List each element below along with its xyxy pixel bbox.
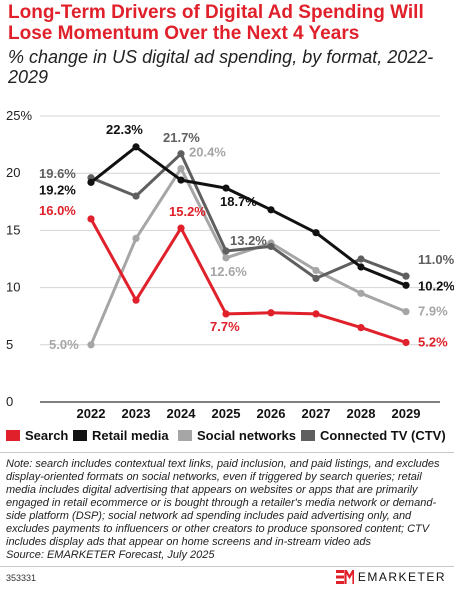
data-label-connected-tv: 19.6% xyxy=(39,166,76,181)
data-point-connected-tv xyxy=(177,150,185,158)
data-label-connected-tv: 21.7% xyxy=(163,130,200,145)
data-point-retail-media xyxy=(87,178,95,186)
data-point-search xyxy=(177,224,185,232)
data-point-connected-tv xyxy=(312,274,320,283)
data-label-connected-tv: 13.2% xyxy=(230,233,267,248)
series-line-social-networks xyxy=(89,167,407,346)
data-point-retail-media xyxy=(132,143,140,151)
data-label-retail-media: 19.2% xyxy=(39,182,76,197)
data-label-search: 7.7% xyxy=(210,319,240,334)
data-point-search xyxy=(132,296,140,304)
legend-swatch-connected-tv xyxy=(301,429,315,441)
legend-item-retail-media: Retail media xyxy=(73,426,169,444)
data-point-connected-tv xyxy=(402,272,410,280)
data-point-retail-media xyxy=(312,229,320,237)
data-point-connected-tv xyxy=(357,255,365,263)
data-point-connected-tv xyxy=(267,242,275,251)
chart-note: Note: search includes contextual text li… xyxy=(6,458,448,562)
data-label-search: 15.2% xyxy=(169,204,206,219)
data-point-retail-media xyxy=(267,206,275,214)
data-label-retail-media: 22.3% xyxy=(106,122,143,137)
chart-legend: Search Retail media Social networks Conn… xyxy=(6,426,452,444)
emarketer-logo-icon xyxy=(335,570,354,584)
y-tick-label: 15 xyxy=(6,222,20,237)
y-tick-label: 0 xyxy=(6,394,13,409)
x-tick-label: 2027 xyxy=(302,406,331,420)
data-point-connected-tv xyxy=(132,192,140,200)
data-label-retail-media: 18.7% xyxy=(220,194,257,209)
legend-label-search: Search xyxy=(25,427,69,443)
data-label-social-networks: 12.6% xyxy=(210,264,247,279)
source-text: Source: EMARKETER Forecast, July 2025 xyxy=(6,549,215,561)
data-point-search xyxy=(87,215,95,223)
data-point-search xyxy=(402,338,410,347)
y-tick-label: 5 xyxy=(6,337,13,352)
data-point-social-networks xyxy=(177,165,185,173)
data-point-search xyxy=(222,310,230,318)
footer-divider xyxy=(0,566,454,567)
legend-label-connected-tv: Connected TV (CTV) xyxy=(320,427,446,443)
y-tick-label: 25% xyxy=(6,108,32,123)
x-tick-label: 2025 xyxy=(212,406,241,420)
legend-label-social-networks: Social networks xyxy=(197,427,296,443)
data-label-social-networks: 20.4% xyxy=(189,145,226,160)
note-text: Note: search includes contextual text li… xyxy=(6,458,440,548)
data-point-search xyxy=(357,324,365,332)
legend-label-retail-media: Retail media xyxy=(92,427,169,443)
data-point-retail-media xyxy=(222,184,230,192)
data-point-retail-media xyxy=(177,176,185,184)
chart-id: 353331 xyxy=(6,573,37,583)
data-point-retail-media xyxy=(357,263,365,271)
data-point-search xyxy=(267,309,275,317)
data-label-social-networks: 5.0% xyxy=(49,337,79,352)
data-label-connected-tv: 11.0% xyxy=(418,252,454,267)
x-tick-label: 2029 xyxy=(392,406,421,420)
data-point-social-networks xyxy=(222,254,230,262)
data-point-social-networks xyxy=(312,266,320,275)
x-tick-label: 2022 xyxy=(77,406,106,420)
data-point-social-networks xyxy=(402,308,410,316)
y-tick-label: 20 xyxy=(6,165,20,180)
data-point-social-networks xyxy=(357,289,365,297)
x-tick-label: 2028 xyxy=(347,406,376,420)
data-point-social-networks xyxy=(132,234,140,243)
chart-title: Long-Term Drivers of Digital Ad Spending… xyxy=(8,2,424,44)
data-point-social-networks xyxy=(87,341,95,349)
series-line-search xyxy=(89,218,407,344)
legend-item-search: Search xyxy=(6,426,68,444)
line-chart: 0 5 10 15 20 25% 2022 2023 2024 2025 2026 2027 2028 2… xyxy=(6,108,454,420)
note-divider xyxy=(0,452,454,453)
legend-swatch-search xyxy=(6,429,20,441)
x-tick-label: 2024 xyxy=(167,406,197,420)
legend-swatch-retail-media xyxy=(73,429,87,441)
chart-subtitle: % change in US digital ad spending, by f… xyxy=(8,47,434,87)
data-label-search: 5.2% xyxy=(418,335,448,350)
brand-name: EMARKETER xyxy=(357,570,446,584)
legend-item-connected-tv: Connected TV (CTV) xyxy=(301,426,446,444)
x-tick-label: 2026 xyxy=(257,406,286,420)
data-label-retail-media: 10.2% xyxy=(418,278,454,293)
data-point-search xyxy=(312,310,320,318)
legend-swatch-social-networks xyxy=(178,429,192,441)
data-point-connected-tv xyxy=(222,247,230,255)
x-tick-label: 2023 xyxy=(122,406,151,420)
legend-item-social-networks: Social networks xyxy=(178,426,296,444)
y-tick-label: 10 xyxy=(6,280,20,295)
data-point-retail-media xyxy=(402,281,410,289)
data-label-social-networks: 7.9% xyxy=(418,304,448,319)
series-line-retail-media xyxy=(90,145,407,287)
brand: EMARKETER xyxy=(335,570,446,584)
data-label-search: 16.0% xyxy=(39,203,76,218)
